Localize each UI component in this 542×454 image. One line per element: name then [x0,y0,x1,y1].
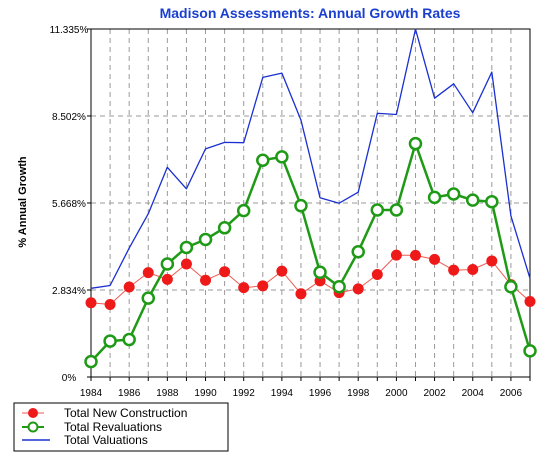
x-tick-label: 1986 [118,388,141,399]
data-point-new-construction [257,280,269,292]
x-tick-label: 1994 [271,388,294,399]
y-tick-label: 0% [62,373,77,384]
data-point-revaluations [370,203,385,217]
series-line-new-construction [90,254,531,305]
data-point-revaluations [523,344,537,358]
data-point-new-construction [161,273,173,285]
data-point-new-construction [409,249,421,261]
data-point-revaluations [275,150,289,164]
data-point-new-construction [467,264,479,276]
data-point-revaluations [485,194,499,209]
data-point-revaluations [446,187,461,201]
legend-entry-valuations: Total Valuations [22,433,148,447]
legend-label-new-construction: Total New Construction [64,406,187,420]
legend-entry-new-construction: Total New Construction [22,406,187,420]
data-point-new-construction [200,274,212,286]
data-point-new-construction [390,249,402,261]
x-tick-label: 1996 [309,388,332,399]
y-axis: 0% 2.834% 5.668% 8.502% 11.335% [50,25,91,384]
x-tick-label: 2006 [500,388,523,399]
data-point-revaluations [236,203,251,218]
series-line-valuations [90,28,531,289]
data-point-new-construction [123,281,135,293]
data-point-new-construction [276,265,288,277]
data-point-new-construction [180,258,192,270]
legend-label-revaluations: Total Revaluations [64,420,162,434]
data-point-revaluations [217,221,232,235]
data-point-revaluations [122,332,136,347]
data-point-revaluations [313,265,327,280]
y-tick-label: 11.335% [50,25,89,36]
data-point-revaluations [389,203,404,217]
data-point-new-construction [486,255,498,267]
y-tick-label: 5.668% [52,199,86,210]
x-tick-label: 2004 [462,388,485,399]
data-point-revaluations [465,193,480,207]
legend: Total New Construction Total Revaluation… [13,402,229,452]
data-point-revaluations [160,257,175,271]
data-point-new-construction [85,297,97,309]
data-point-new-construction [142,267,154,279]
y-axis-label: % Annual Growth [17,156,29,248]
x-tick-label: 2000 [385,388,408,399]
data-point-new-construction [371,268,383,280]
chart-title: Madison Assessments: Annual Growth Rates [160,5,461,21]
data-point-new-construction [238,282,250,294]
data-point-revaluations [351,244,365,259]
x-tick-label: 1992 [233,388,256,399]
x-tick-label: 1984 [80,388,103,399]
legend-entry-revaluations: Total Revaluations [22,420,162,434]
series-new-construction [85,249,536,311]
y-tick-label: 2.834% [52,286,86,297]
grid [91,29,530,377]
data-point-revaluations [504,279,518,294]
data-point-new-construction [524,295,536,307]
x-tick-label: 2002 [423,388,446,399]
data-point-new-construction [448,264,460,276]
data-point-new-construction [429,253,441,265]
x-tick-label: 1990 [194,388,217,399]
series-revaluations [84,136,537,369]
x-tick-label: 1998 [347,388,370,399]
series-line-revaluations [90,142,532,363]
data-point-revaluations [294,198,308,213]
legend-marker-revaluations [27,421,39,433]
x-axis: 1984 1986 1988 1990 1992 1994 1996 1998 2000 2002… [80,377,531,399]
data-point-revaluations [256,153,270,167]
legend-box [13,402,229,452]
data-point-revaluations [332,279,346,294]
data-point-revaluations [198,232,213,247]
legend-label-valuations: Total Valuations [64,433,148,447]
data-point-revaluations [427,190,442,205]
plot-series [84,28,537,369]
data-point-revaluations [179,240,194,255]
data-point-revaluations [103,334,117,348]
data-point-revaluations [141,291,156,305]
data-point-revaluations [408,136,423,151]
legend-marker-new-construction [28,408,38,418]
data-point-new-construction [295,288,307,300]
series-valuations [90,28,531,289]
data-point-new-construction [352,283,364,295]
data-point-new-construction [219,266,231,278]
data-point-new-construction [104,299,116,311]
y-tick-label: 8.502% [52,112,86,123]
data-point-revaluations [84,354,98,369]
x-tick-label: 1988 [156,388,179,399]
